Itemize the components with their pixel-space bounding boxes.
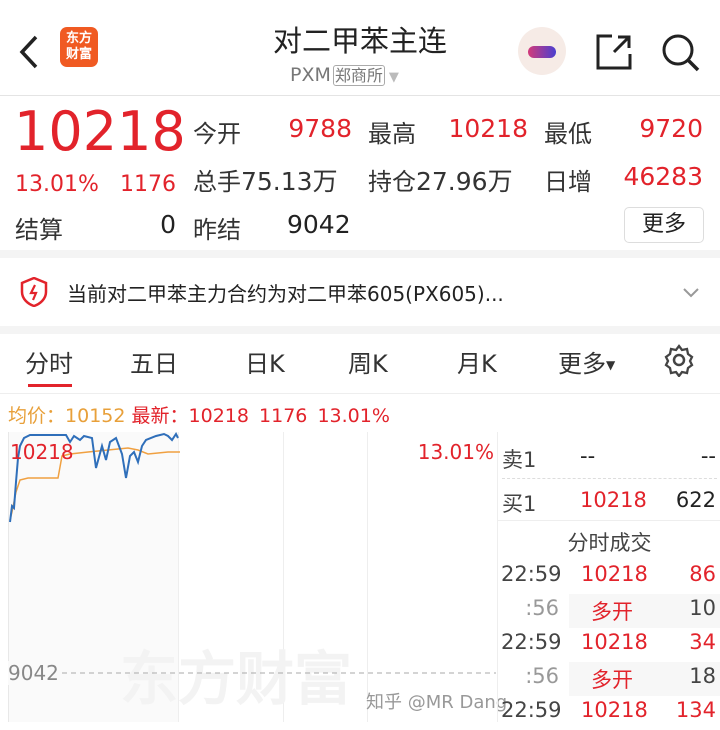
tab-intraday[interactable]: 分时 <box>25 350 73 378</box>
grid-line <box>367 432 368 722</box>
section-gap <box>0 250 720 258</box>
divider <box>502 478 717 479</box>
more-button[interactable]: 更多 <box>624 207 704 243</box>
tab-active-indicator <box>28 384 72 387</box>
daily-inc-label: 日增 <box>544 168 592 196</box>
divider <box>498 520 720 521</box>
low-value: 9720 <box>639 114 703 143</box>
share-icon[interactable] <box>594 32 634 76</box>
tab-5day[interactable]: 五日 <box>130 350 178 378</box>
divider <box>0 393 720 394</box>
notice-bar[interactable]: 当前对二甲苯主力合约为对二甲苯605(PX605)... <box>0 258 720 326</box>
chevron-down-icon <box>682 284 700 303</box>
search-icon[interactable] <box>660 32 702 78</box>
shield-icon <box>20 276 48 311</box>
trades-title: 分时成交 <box>567 531 652 555</box>
ai-assistant-icon[interactable] <box>518 27 566 75</box>
info-line: 均价：10152 最新：10218 1176 13.01% <box>8 405 390 427</box>
open-interest: 持仓27.96万 <box>368 167 513 196</box>
top-price-label: 10218 <box>10 440 74 464</box>
trade-row: :56 多开 10 <box>497 594 720 628</box>
top-pct-label: 13.01% <box>417 440 494 464</box>
section-gap <box>0 326 720 334</box>
intraday-chart[interactable]: 东方财富 10218 13.01% 9042 知乎 @MR Dang <box>8 432 507 722</box>
trade-row: 22:59 10218 134 <box>501 698 716 722</box>
tab-monthly-k[interactable]: 月K <box>457 350 497 378</box>
back-icon[interactable] <box>14 34 44 70</box>
price-line <box>9 432 179 523</box>
gear-icon[interactable] <box>662 343 696 381</box>
price-lines <box>8 432 496 674</box>
tab-more[interactable]: 更多▼ <box>558 350 616 378</box>
low-label: 最低 <box>544 120 592 148</box>
app-logo: 东方 财富 <box>60 27 98 67</box>
change-value: 1176 <box>120 172 176 197</box>
watermark: 东方财富 <box>120 645 353 713</box>
prev-settle-value: 9042 <box>287 210 351 239</box>
high-label: 最高 <box>368 120 416 148</box>
trade-row: 22:59 10218 34 <box>501 630 716 654</box>
grid-line <box>8 432 9 722</box>
trades-list[interactable]: 22:59 10218 86 :56 多开 10 22:59 10218 34 … <box>497 560 720 722</box>
base-price-label: 9042 <box>8 661 59 685</box>
open-value: 9788 <box>288 114 352 143</box>
avg-price-line <box>9 447 180 521</box>
settle-value: 0 <box>160 210 176 239</box>
order-book: 卖1 -- -- 买1 10218 622 分时成交 <box>497 432 720 722</box>
tab-weekly-k[interactable]: 周K <box>348 350 388 378</box>
tab-daily-k[interactable]: 日K <box>245 350 285 378</box>
dropdown-icon: ▼ <box>606 358 616 372</box>
settle-label: 结算 <box>15 216 63 244</box>
grid-line <box>283 432 284 722</box>
notice-text: 当前对二甲苯主力合约为对二甲苯605(PX605)... <box>67 282 504 306</box>
exchange-badge: 郑商所 <box>332 65 385 86</box>
trade-row: 22:59 10218 86 <box>501 562 716 586</box>
trade-row: :56 多开 18 <box>497 662 720 696</box>
high-value: 10218 <box>448 114 528 143</box>
change-pct: 13.01% <box>15 172 99 197</box>
prev-settle-label: 昨结 <box>193 216 241 244</box>
contract-selector[interactable]: PXM 郑商所 ▼ <box>290 64 399 86</box>
dropdown-icon: ▼ <box>388 70 399 85</box>
grid-line <box>178 432 179 722</box>
divider <box>0 95 720 96</box>
volume: 总手75.13万 <box>193 167 338 196</box>
page-title: 对二甲苯主连 <box>272 24 447 58</box>
daily-inc-value: 46283 <box>623 162 703 191</box>
credit-watermark: 知乎 @MR Dang <box>366 692 508 713</box>
last-price: 10218 <box>14 100 186 163</box>
open-label: 今开 <box>193 120 241 148</box>
